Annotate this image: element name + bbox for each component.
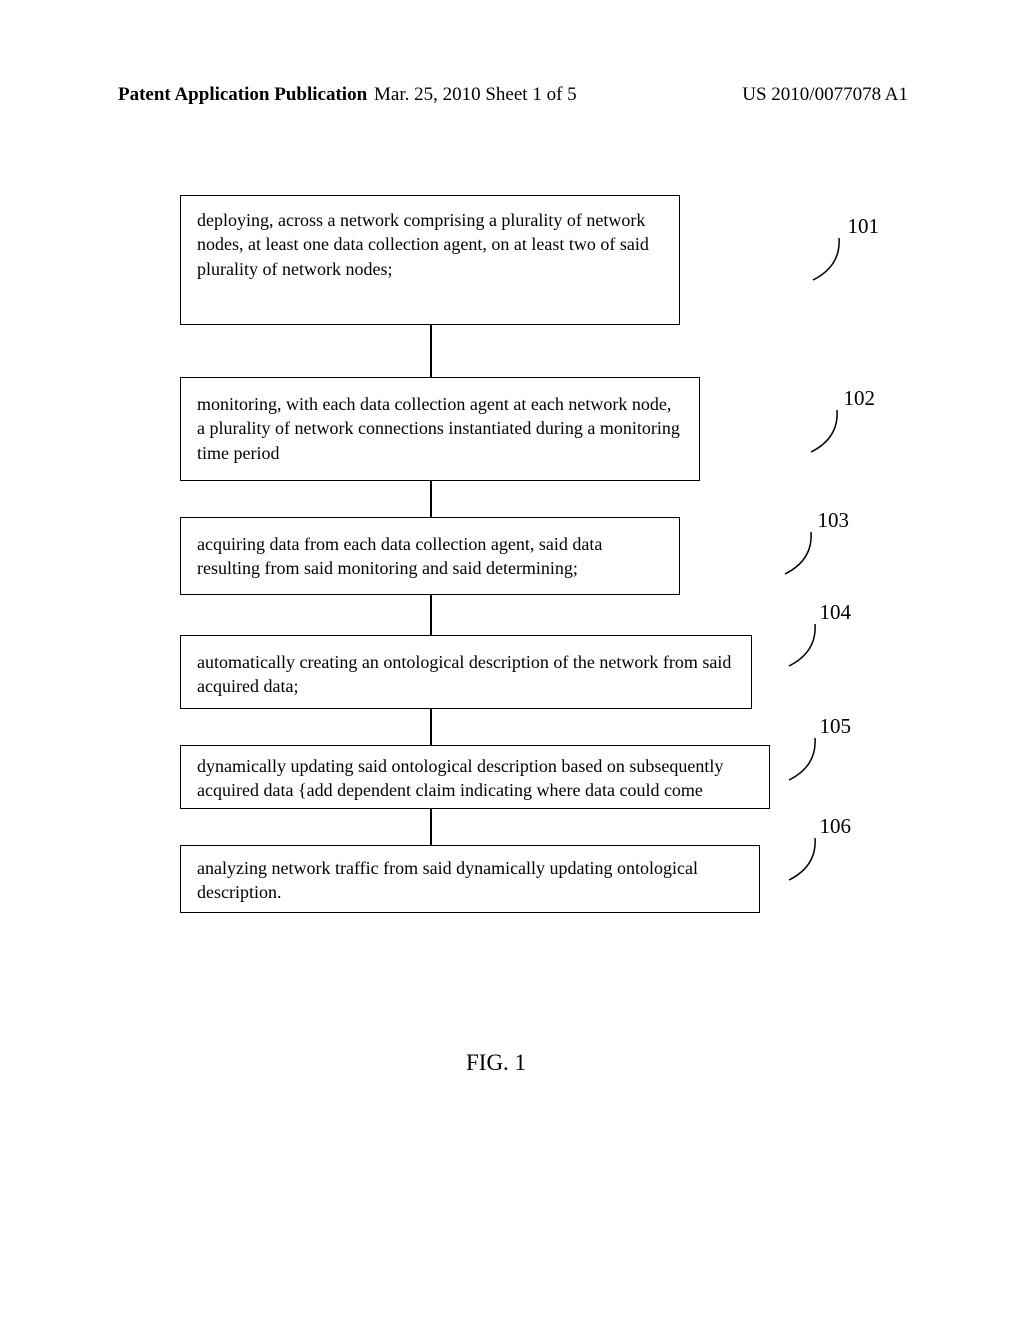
step-reference-number: 105 — [820, 712, 852, 740]
flowchart-step: automatically creating an ontological de… — [180, 635, 752, 709]
reference-lead-line — [807, 408, 843, 456]
step-text: dynamically updating said ontological de… — [197, 756, 723, 800]
flowchart-connector — [430, 809, 432, 845]
step-reference-number: 101 — [848, 212, 880, 240]
reference-lead-line — [781, 530, 817, 578]
flowchart-step: analyzing network traffic from said dyna… — [180, 845, 760, 913]
flowchart-connector — [430, 481, 432, 517]
reference-lead-line — [785, 622, 821, 670]
flowchart-step: acquiring data from each data collection… — [180, 517, 680, 595]
flowchart-step: monitoring, with each data collection ag… — [180, 377, 700, 481]
reference-lead-line — [809, 236, 845, 284]
flowchart-connector — [430, 709, 432, 745]
flowchart: deploying, across a network comprising a… — [180, 195, 880, 913]
step-text: deploying, across a network comprising a… — [197, 210, 649, 279]
flowchart-connector — [430, 595, 432, 635]
figure-caption: FIG. 1 — [466, 1050, 526, 1076]
step-reference-number: 103 — [818, 506, 850, 534]
header-patent-number: US 2010/0077078 A1 — [742, 84, 908, 106]
step-reference-number: 104 — [820, 598, 852, 626]
step-text: automatically creating an ontological de… — [197, 652, 731, 696]
header-date-sheet: Mar. 25, 2010 Sheet 1 of 5 — [374, 84, 577, 106]
step-reference-number: 106 — [820, 812, 852, 840]
reference-lead-line — [785, 836, 821, 884]
step-text: acquiring data from each data collection… — [197, 534, 602, 578]
step-text: monitoring, with each data collection ag… — [197, 394, 680, 463]
header-publication: Patent Application Publication — [118, 84, 367, 106]
reference-lead-line — [785, 736, 821, 784]
flowchart-step: dynamically updating said ontological de… — [180, 745, 770, 809]
step-text: analyzing network traffic from said dyna… — [197, 858, 698, 902]
step-reference-number: 102 — [844, 384, 876, 412]
flowchart-connector — [430, 325, 432, 377]
flowchart-step: deploying, across a network comprising a… — [180, 195, 680, 325]
